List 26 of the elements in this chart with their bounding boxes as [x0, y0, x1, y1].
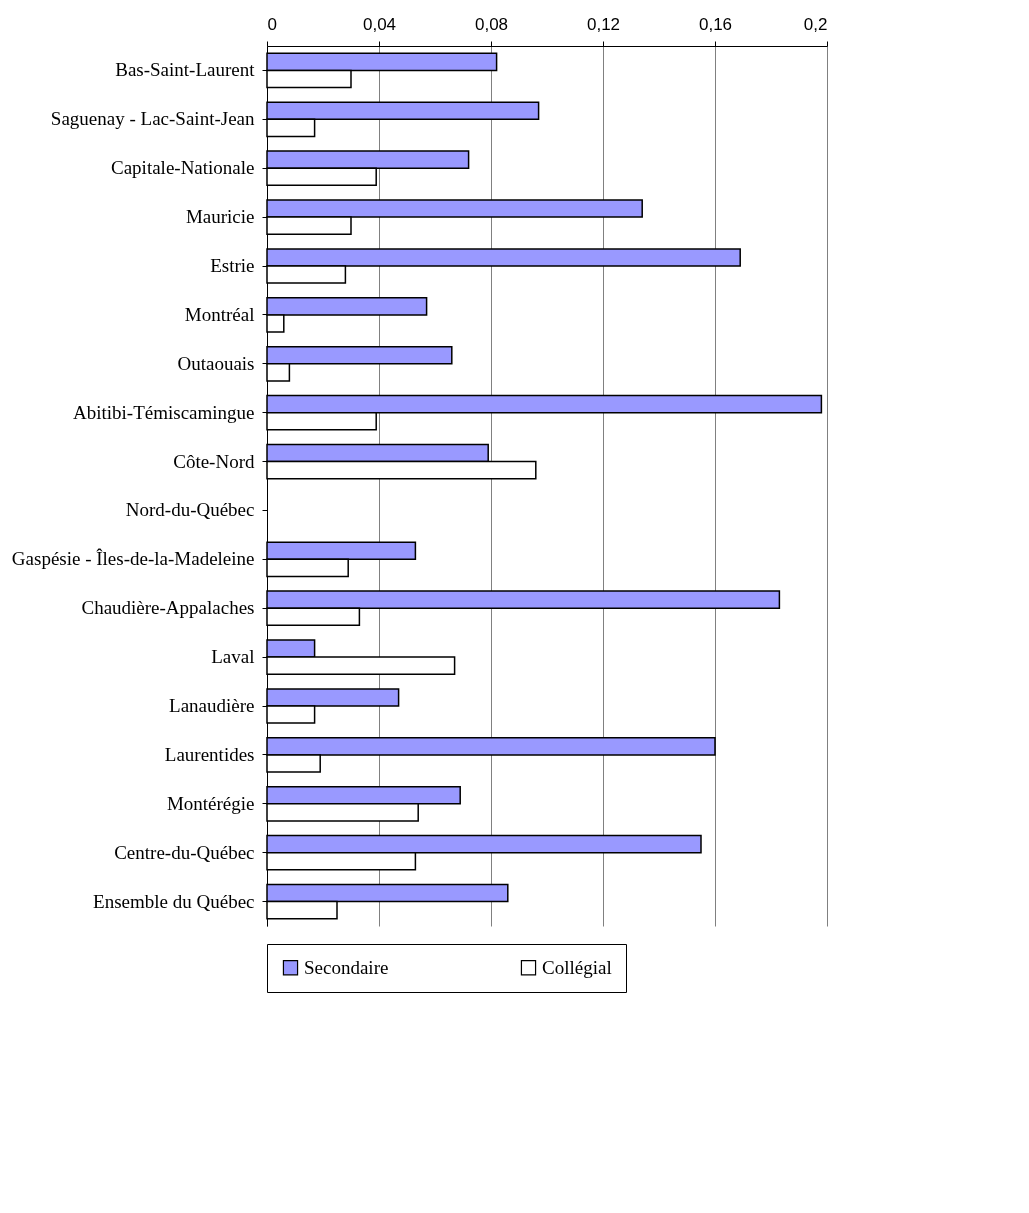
y-tick-label: Lanaudière: [169, 695, 255, 716]
y-tick-label: Capitale-Nationale: [111, 157, 255, 179]
y-tick-label: Centre-du-Québec: [114, 841, 255, 863]
legend-label: Secondaire: [304, 956, 389, 978]
x-tick-label: 0,04: [362, 14, 397, 34]
y-tick-label: Montréal: [184, 303, 255, 325]
legend-label: Collégial: [542, 956, 612, 978]
y-tick-label: Chaudière-Appalaches: [81, 597, 255, 619]
y-tick-label: Outaouais: [177, 352, 255, 374]
x-tick-label: 0,16: [698, 14, 733, 34]
y-tick-label: Ensemble du Québec: [93, 890, 255, 912]
y-tick-label: Laurentides: [164, 743, 255, 765]
y-tick-label: Saguenay - Lac-Saint-Jean: [50, 108, 255, 130]
y-tick-label: Nord-du-Québec: [125, 499, 255, 521]
x-tick-label: 0,08: [474, 14, 509, 34]
y-tick-label: Mauricie: [185, 206, 255, 228]
y-tick-label: Montérégie: [166, 792, 255, 814]
y-tick-label: Abitibi-Témiscamingue: [72, 401, 255, 423]
y-tick-label: Côte-Nord: [173, 450, 255, 472]
y-tick-label: Laval: [211, 646, 255, 668]
y-tick-label: Gaspésie - Îles-de-la-Madeleine: [11, 548, 255, 570]
y-tick-label: Bas-Saint-Laurent: [115, 59, 256, 81]
x-tick-label: 0: [267, 14, 277, 34]
x-tick-label: 0,2: [803, 14, 828, 34]
x-tick-label: 0,12: [586, 14, 621, 34]
y-tick-label: Estrie: [210, 255, 255, 276]
